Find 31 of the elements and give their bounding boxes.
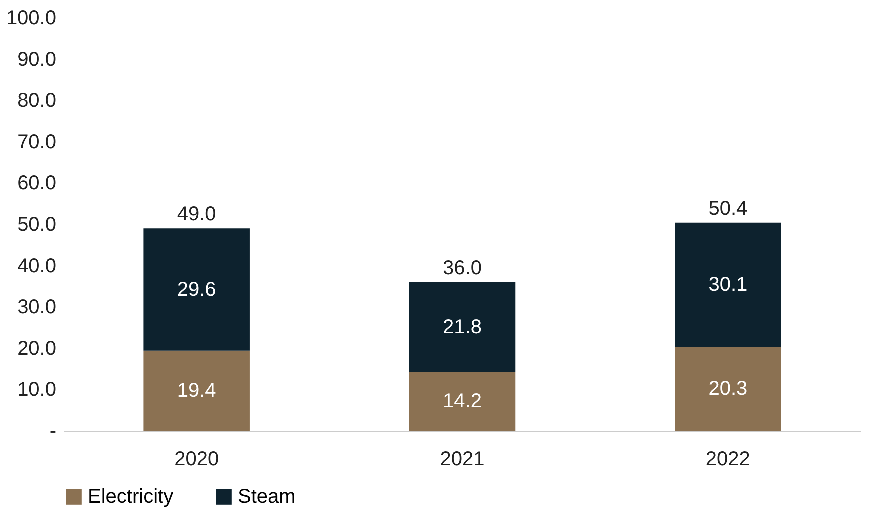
x-tick-label: 2022	[706, 448, 750, 470]
total-label: 49.0	[177, 204, 216, 226]
legend-label: Electricity	[88, 486, 174, 508]
bar	[144, 228, 250, 351]
data-label: 29.6	[177, 278, 216, 301]
data-label: 14.2	[443, 390, 482, 413]
legend-label: Steam	[238, 486, 296, 508]
bar	[409, 372, 516, 431]
y-tick-label: 100.0	[6, 8, 56, 30]
x-tick-label: 2021	[440, 448, 485, 470]
total-label: 50.4	[708, 198, 748, 220]
y-tick-label: 70.0	[18, 131, 56, 154]
x-tick-label: 2020	[174, 448, 220, 470]
data-label: 20.3	[708, 378, 748, 400]
y-tick-label: -	[50, 420, 56, 442]
total-label: 36.0	[443, 257, 482, 280]
y-tick-label: 60.0	[18, 172, 56, 195]
data-label: 21.8	[443, 316, 482, 338]
bar	[409, 282, 516, 372]
y-tick-label: 50.0	[18, 214, 56, 236]
bar	[144, 350, 250, 431]
y-tick-label: 40.0	[18, 255, 56, 278]
bar	[675, 347, 782, 431]
data-label: 19.4	[177, 380, 216, 402]
data-label: 30.1	[708, 274, 748, 296]
y-tick-label: 90.0	[18, 48, 56, 71]
y-tick-label: 20.0	[18, 338, 56, 360]
y-tick-label: 10.0	[18, 379, 56, 402]
y-tick-label: 80.0	[18, 90, 56, 112]
bar	[675, 222, 782, 348]
y-tick-label: 30.0	[18, 296, 56, 319]
